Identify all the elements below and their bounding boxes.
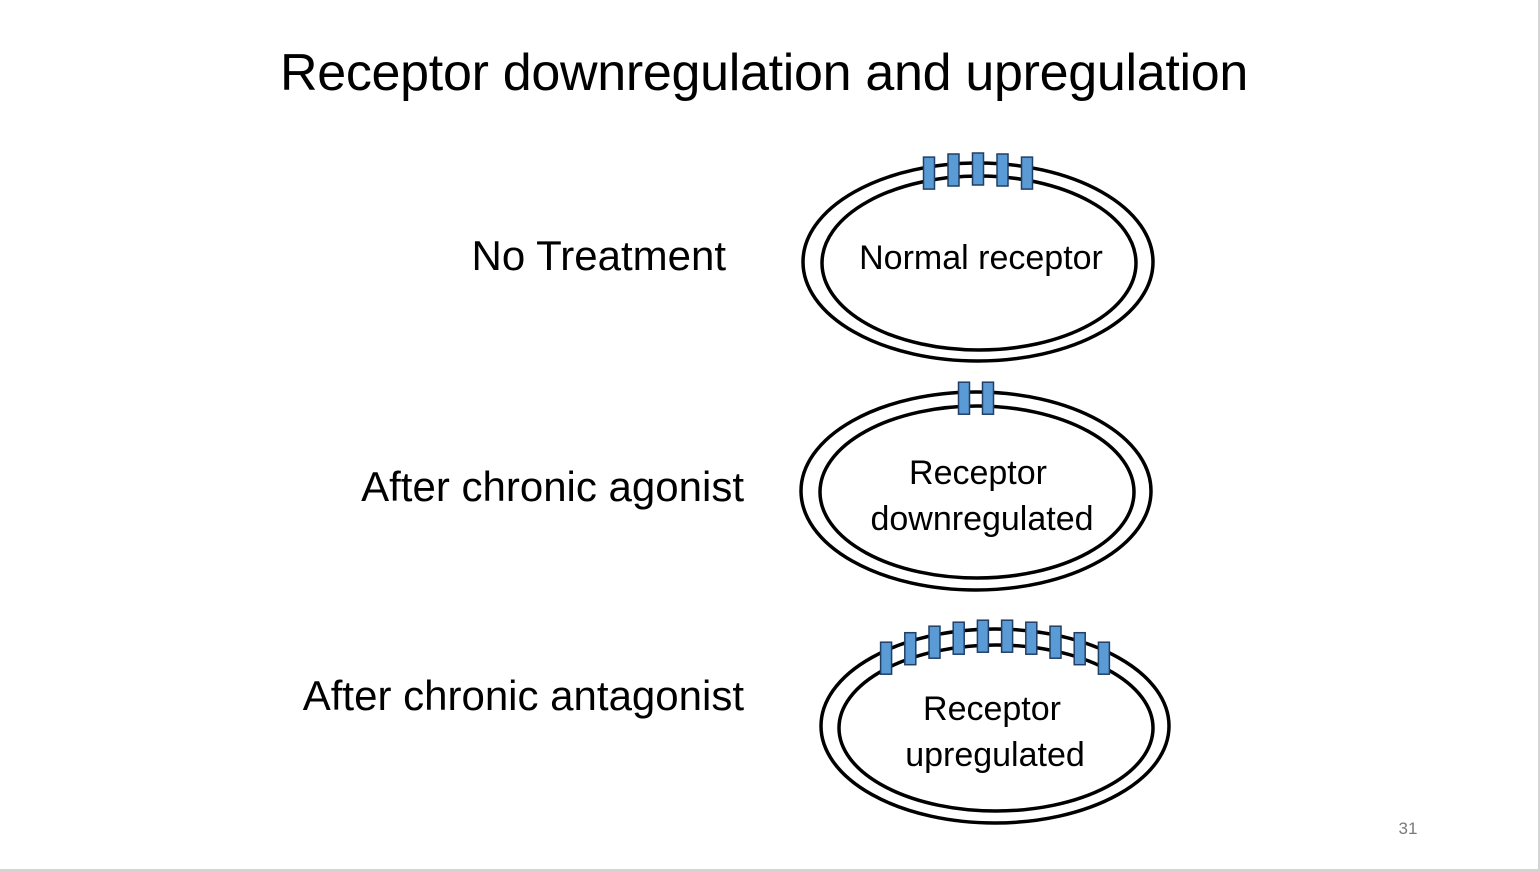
receptor: [928, 625, 941, 659]
receptor: [971, 152, 985, 186]
receptor: [976, 619, 990, 653]
cell-label-line: Receptor: [923, 690, 1061, 728]
cell-label-line: downregulated: [870, 500, 1093, 538]
receptor: [1049, 625, 1062, 659]
receptor: [1020, 156, 1034, 190]
receptor-group: [879, 619, 1111, 675]
row-label-chronic-antagonist: After chronic antagonist: [302, 672, 744, 719]
row-label-chronic-agonist: After chronic agonist: [361, 463, 744, 510]
receptor: [996, 153, 1009, 187]
receptor: [1025, 621, 1038, 655]
cell-label-line: Receptor: [909, 454, 1047, 492]
cell-membrane-outer: [799, 390, 1153, 592]
cell-membrane-outer: [819, 627, 1171, 825]
receptor-group: [922, 152, 1034, 190]
receptor: [952, 621, 965, 655]
cell-membrane-inner: [837, 643, 1155, 813]
receptor: [1073, 631, 1086, 666]
receptor: [957, 381, 971, 415]
receptor: [947, 153, 960, 187]
cell-label-line: Normal receptor: [859, 239, 1103, 277]
cell-label-line: upregulated: [905, 736, 1085, 774]
slide-title: Receptor downregulation and upregulation: [279, 44, 1249, 102]
receptor: [922, 156, 936, 190]
receptor: [981, 381, 995, 415]
receptor: [879, 641, 893, 675]
receptor: [1000, 619, 1014, 653]
receptor: [1097, 641, 1111, 675]
receptor: [904, 631, 917, 666]
page-number: 31: [1398, 819, 1418, 838]
row-label-no-treatment: No Treatment: [471, 232, 726, 279]
cell-upregulated: Receptor upregulated: [819, 619, 1171, 825]
receptor-group: [957, 381, 995, 415]
cell-normal: Normal receptor: [801, 152, 1155, 363]
cell-downregulated: Receptor downregulated: [799, 381, 1153, 592]
cell-membrane-inner: [818, 404, 1136, 580]
